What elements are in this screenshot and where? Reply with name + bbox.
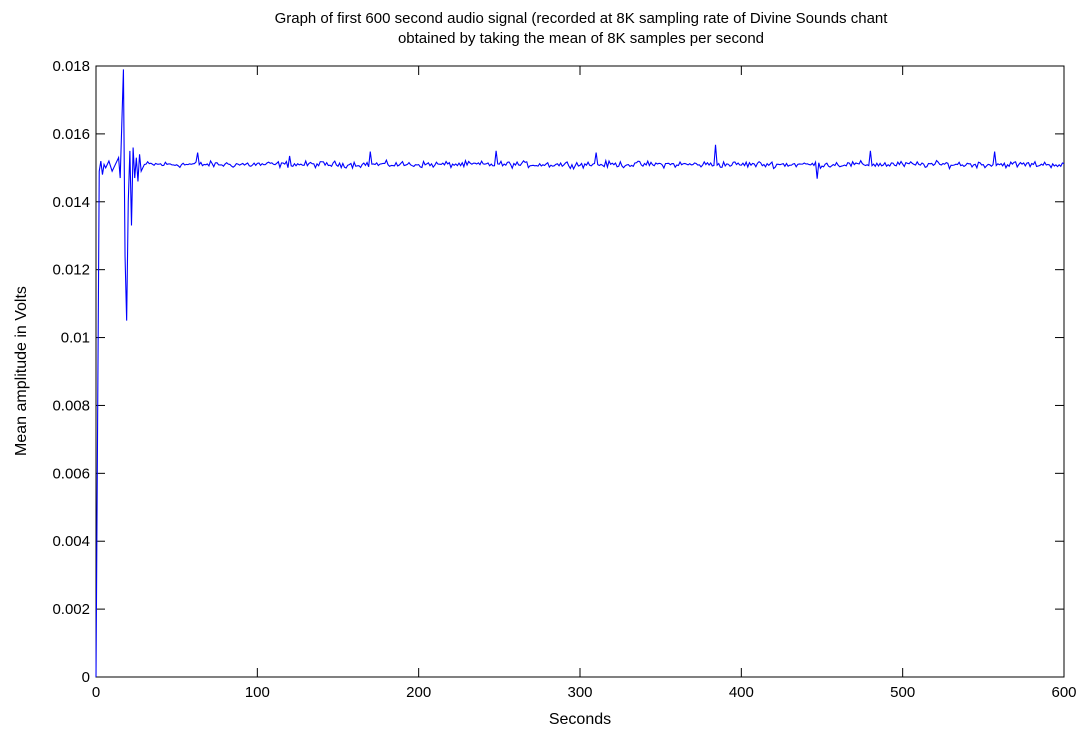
x-tick-label: 400 [729, 684, 754, 701]
y-tick-label: 0.002 [52, 601, 90, 618]
y-tick-label: 0.018 [52, 58, 90, 75]
axis-ticks [95, 65, 1065, 678]
x-axis-label: Seconds [549, 711, 611, 728]
chart-title: Graph of first 600 second audio signal (… [275, 10, 889, 47]
x-tick-label: 200 [406, 684, 431, 701]
y-tick-label: 0.012 [52, 262, 90, 279]
series-line [95, 69, 1065, 678]
y-tick-label: 0.016 [52, 126, 90, 143]
y-tick-label: 0 [82, 669, 90, 686]
axis-tick-labels: 0 100 200 300 400 500 600 0 0.002 0.004 0.006 0.008… [52, 58, 1076, 701]
y-tick-label: 0.008 [52, 397, 90, 414]
y-axis-label: Mean amplitude in Volts [13, 286, 30, 456]
x-tick-label: 100 [245, 684, 270, 701]
y-tick-label: 0.014 [52, 194, 90, 211]
y-tick-label: 0.01 [61, 330, 90, 347]
plot-area [95, 65, 1065, 678]
x-tick-label: 500 [890, 684, 915, 701]
y-tick-label: 0.006 [52, 465, 90, 482]
x-tick-label: 300 [567, 684, 592, 701]
x-tick-label: 600 [1051, 684, 1076, 701]
y-tick-label: 0.004 [52, 533, 90, 550]
x-tick-label: 0 [92, 684, 100, 701]
chart-title-line-2: obtained by taking the mean of 8K sample… [398, 30, 764, 47]
chart-title-line-1: Graph of first 600 second audio signal (… [275, 10, 889, 27]
